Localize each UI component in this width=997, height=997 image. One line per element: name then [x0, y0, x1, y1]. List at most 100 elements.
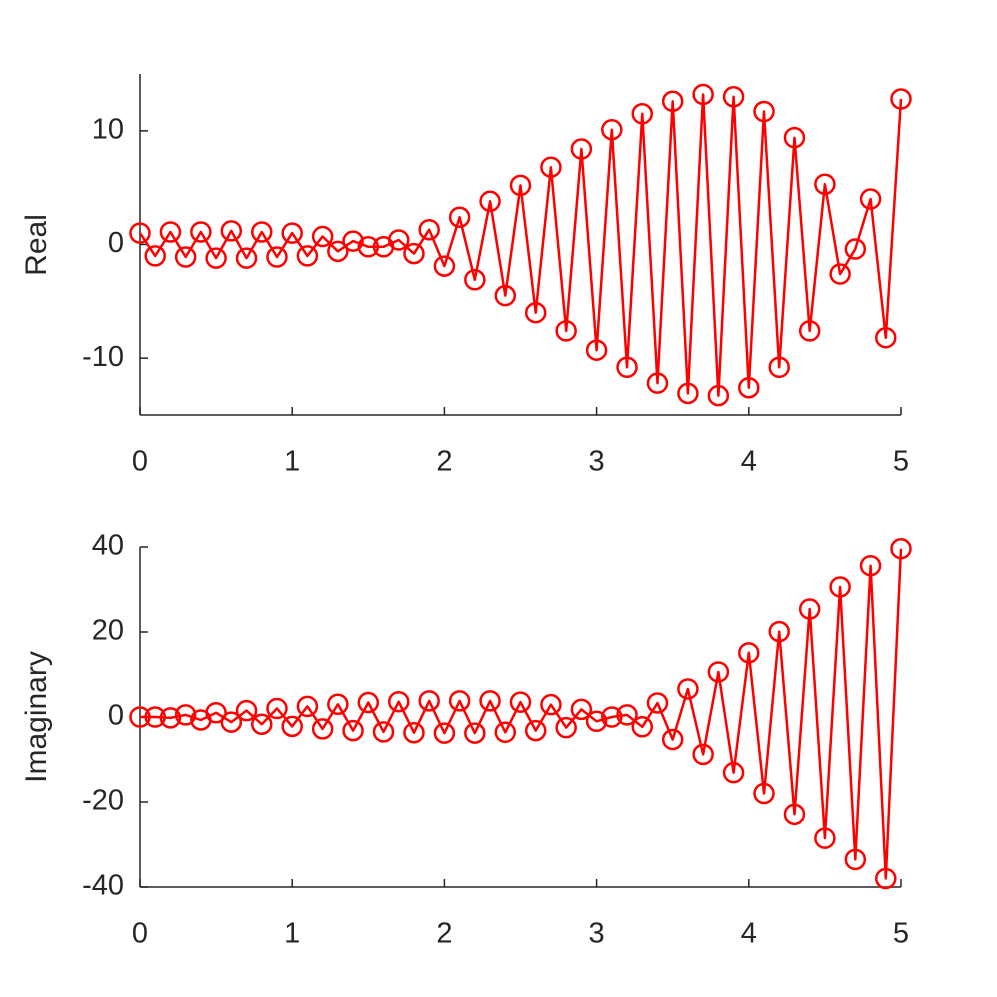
real-data-point — [661, 90, 684, 113]
real-data-point — [311, 225, 334, 248]
real-y-tick-label: -10 — [82, 341, 124, 373]
real-data-point — [387, 229, 410, 251]
imaginary-data-point — [798, 598, 821, 620]
real-data-point — [859, 188, 882, 210]
real-data-point — [494, 284, 517, 307]
imaginary-data-point — [570, 698, 593, 721]
real-x-tick-label: 2 — [436, 446, 452, 478]
imaginary-data-point — [631, 716, 654, 738]
imaginary-data-point — [738, 642, 760, 664]
real-data-point — [585, 339, 608, 361]
imaginary-data-point — [159, 707, 182, 729]
real-data-point — [524, 301, 547, 324]
imaginary-data-point — [677, 678, 699, 700]
real-series — [129, 83, 912, 407]
imaginary-data-point — [722, 761, 745, 784]
real-part-plot: 0 1 2 3 4 5 -10 0 10 Real — [20, 74, 912, 478]
imaginary-data-point — [844, 848, 867, 871]
real-y-tick-label: 10 — [92, 113, 124, 145]
real-data-point — [403, 242, 425, 265]
imaginary-data-point — [753, 782, 775, 805]
real-data-point — [448, 206, 471, 228]
imaginary-x-tick-label: 3 — [589, 918, 605, 950]
imaginary-data-point — [829, 576, 851, 598]
imaginary-data-point — [296, 695, 319, 718]
imaginary-data-point — [342, 719, 364, 742]
real-data-point — [798, 320, 821, 342]
imaginary-axes: 0 1 2 3 4 5 -40 -20 0 20 40 — [82, 530, 909, 950]
real-data-point — [159, 221, 182, 243]
imaginary-data-point — [357, 691, 380, 714]
real-data-point — [829, 263, 851, 285]
imaginary-data-point — [205, 702, 227, 724]
real-data-point — [433, 255, 456, 277]
imaginary-data-point — [509, 691, 532, 713]
real-x-tick-label: 4 — [741, 446, 757, 478]
imaginary-data-point — [783, 803, 806, 826]
real-data-point — [616, 356, 638, 379]
imaginary-data-point — [433, 722, 456, 744]
imaginary-data-point — [890, 537, 912, 560]
real-x-tick-label: 0 — [132, 446, 148, 478]
real-data-point — [266, 246, 288, 268]
real-data-point — [540, 156, 562, 178]
imaginary-data-point — [281, 715, 303, 738]
imaginary-x-tick-label: 0 — [132, 918, 148, 950]
imaginary-data-point — [403, 721, 425, 744]
imaginary-data-point — [372, 721, 395, 743]
imaginary-x-tick-label: 4 — [741, 918, 757, 950]
real-data-point — [220, 220, 243, 242]
imaginary-x-tick-label: 1 — [284, 918, 300, 950]
imaginary-data-point — [311, 718, 334, 740]
imaginary-data-point — [601, 706, 623, 728]
imaginary-data-point — [524, 719, 547, 742]
real-data-point — [814, 173, 836, 196]
imaginary-data-point — [327, 693, 349, 715]
real-data-point — [479, 190, 501, 213]
real-data-point — [722, 85, 745, 108]
imaginary-y-tick-label: -20 — [82, 785, 124, 817]
real-data-point — [768, 356, 790, 379]
real-data-point — [890, 88, 912, 110]
imaginary-x-tick-label: 2 — [436, 918, 452, 950]
imaginary-data-point — [235, 699, 258, 722]
imaginary-series-line — [140, 548, 903, 880]
real-data-point — [631, 103, 654, 125]
imaginary-data-point — [616, 704, 638, 726]
real-data-point — [235, 247, 258, 269]
real-data-point — [190, 221, 212, 243]
real-data-point — [205, 247, 227, 269]
imaginary-data-point — [448, 690, 471, 712]
imaginary-y-tick-label: 40 — [92, 530, 124, 562]
imaginary-x-tick-label: 5 — [893, 918, 909, 950]
imaginary-data-point — [387, 690, 410, 713]
real-data-point — [342, 230, 364, 252]
imaginary-y-axis-label: Imaginary — [20, 651, 53, 783]
imaginary-data-point — [585, 710, 608, 732]
imaginary-data-point — [418, 690, 440, 712]
real-x-tick-label: 5 — [893, 446, 909, 478]
real-data-point — [555, 320, 577, 342]
real-data-point — [844, 238, 867, 260]
real-data-point — [464, 268, 486, 291]
imaginary-y-tick-label: -40 — [82, 870, 124, 902]
real-x-tick-label: 3 — [589, 446, 605, 478]
imaginary-data-point — [540, 693, 562, 716]
imaginary-series — [129, 537, 912, 890]
real-data-point — [327, 240, 349, 263]
real-data-point — [251, 221, 273, 243]
real-data-point — [144, 245, 166, 267]
imaginary-data-point — [875, 867, 897, 890]
real-data-point — [601, 118, 623, 141]
imaginary-y-tick-label: 20 — [92, 615, 124, 647]
real-data-point — [692, 83, 714, 106]
imaginary-data-point — [174, 704, 197, 726]
real-data-point — [418, 218, 440, 241]
imaginary-data-point — [464, 722, 486, 744]
imaginary-data-point — [479, 690, 501, 712]
real-x-tick-label: 1 — [284, 446, 300, 478]
real-data-point — [646, 372, 669, 394]
real-data-point — [129, 222, 151, 244]
